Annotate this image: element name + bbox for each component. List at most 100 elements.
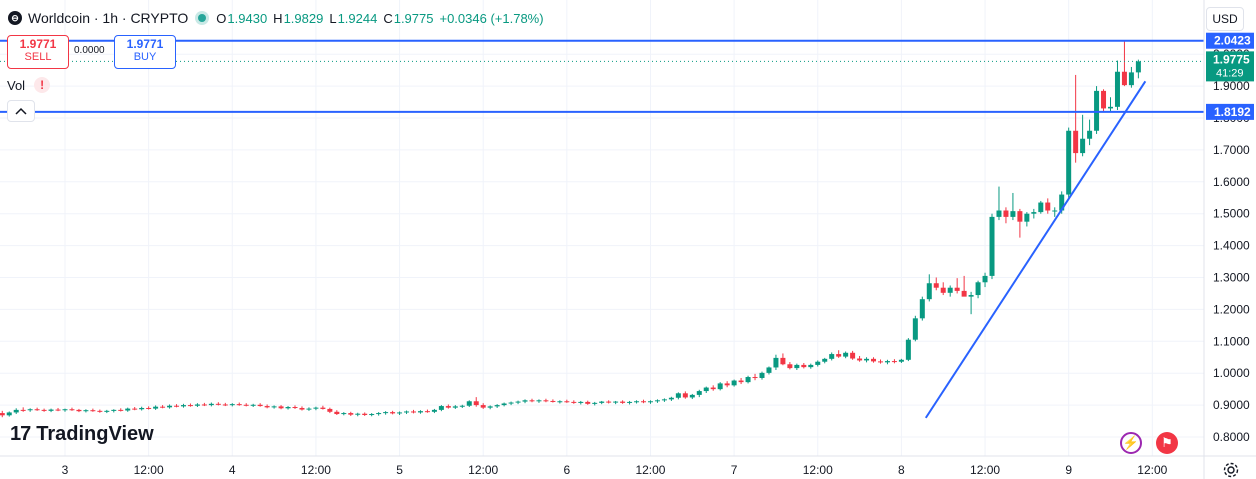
candle-body xyxy=(801,364,807,368)
candle-body xyxy=(919,299,925,319)
candle-body xyxy=(6,412,12,416)
market-status-dot-icon[interactable] xyxy=(198,14,207,22)
volume-label: Vol xyxy=(7,77,26,93)
candle-body xyxy=(641,401,647,403)
candle-body xyxy=(431,409,437,412)
candle-body xyxy=(1003,210,1009,217)
candle-body xyxy=(167,405,173,408)
candle-body xyxy=(606,401,612,403)
us-flag-icon[interactable]: ⚑ xyxy=(1156,432,1178,454)
candle-body xyxy=(76,409,82,412)
currency-selector[interactable]: USD xyxy=(1206,7,1244,31)
candle-body xyxy=(236,404,242,406)
collapse-indicators-button[interactable] xyxy=(7,100,35,122)
candle-body xyxy=(132,408,138,410)
gear-icon[interactable] xyxy=(1222,461,1240,479)
countdown-label: 41:29 xyxy=(1216,67,1244,79)
candle-body xyxy=(515,401,521,403)
price-tick-label: 1.4000 xyxy=(1213,239,1250,253)
candle-body xyxy=(118,409,124,411)
candle-body xyxy=(654,400,660,402)
candle-body xyxy=(536,400,542,402)
lightning-icon[interactable]: ⚡ xyxy=(1120,432,1142,454)
candle-body xyxy=(529,400,535,402)
candle-body xyxy=(174,405,180,407)
candle-body xyxy=(271,406,277,408)
candle-body xyxy=(627,401,633,403)
price-tick-label: 1.6000 xyxy=(1213,175,1250,189)
candle-body xyxy=(857,358,863,361)
time-tick-label: 12:00 xyxy=(803,463,833,477)
candle-body xyxy=(348,413,354,415)
candle-body xyxy=(871,358,877,362)
candle-body xyxy=(564,401,570,403)
candle-body xyxy=(1052,210,1058,212)
time-tick-label: 7 xyxy=(731,463,738,477)
price-tick-label: 1.5000 xyxy=(1213,207,1250,221)
candle-body xyxy=(160,406,166,408)
candle-body xyxy=(299,407,305,410)
candle-body xyxy=(682,393,688,398)
line-price-label-bg xyxy=(1206,32,1254,49)
buy-button[interactable]: 1.9771 BUY xyxy=(114,35,176,69)
candle-body xyxy=(731,380,737,386)
candle-body xyxy=(1128,72,1134,86)
candle-body xyxy=(1121,71,1127,86)
time-tick-label: 3 xyxy=(62,463,69,477)
candle-body xyxy=(1059,194,1065,211)
open-value: 1.9430 xyxy=(227,10,268,26)
sell-button[interactable]: 1.9771 SELL xyxy=(7,35,69,69)
candle-body xyxy=(1017,211,1023,222)
candle-body xyxy=(557,401,563,403)
candle-body xyxy=(675,393,681,398)
tradingview-logo[interactable]: 17 TradingView xyxy=(10,423,154,446)
candle-body xyxy=(703,387,709,392)
candle-body xyxy=(404,411,410,413)
candle-body xyxy=(829,354,835,359)
candle-body xyxy=(933,283,939,288)
candle-body xyxy=(97,410,103,412)
symbol-title[interactable]: Worldcoin · 1h · CRYPTO xyxy=(28,10,189,26)
candle-body xyxy=(69,409,75,411)
buy-label: BUY xyxy=(133,51,157,63)
current-price-label-bg xyxy=(1206,51,1254,82)
candle-body xyxy=(13,409,19,413)
warning-icon[interactable]: ! xyxy=(34,77,51,93)
candle-body xyxy=(522,400,528,402)
candle-body xyxy=(634,401,640,403)
candle-body xyxy=(989,216,995,276)
candle-body xyxy=(794,364,800,369)
candle-body xyxy=(215,403,221,405)
volume-indicator[interactable]: Vol ! xyxy=(7,77,51,93)
candle-body xyxy=(111,409,117,411)
price-tick-label: 1.2000 xyxy=(1213,302,1250,316)
buy-price: 1.9771 xyxy=(126,37,164,51)
high-value: 1.9829 xyxy=(283,10,324,26)
low-label: L xyxy=(329,10,337,26)
price-tick-label: 0.9000 xyxy=(1213,398,1250,412)
candle-body xyxy=(445,406,451,408)
candle-body xyxy=(592,402,598,404)
candle-body xyxy=(27,409,33,411)
candle-body xyxy=(717,383,723,390)
close-value: 1.9775 xyxy=(393,10,434,26)
candle-body xyxy=(599,401,605,403)
close-label: C xyxy=(383,10,393,26)
candle-body xyxy=(397,412,403,414)
candle-body xyxy=(940,287,946,293)
candle-body xyxy=(187,405,193,407)
price-tick-label: 1.3000 xyxy=(1213,271,1250,285)
candle-body xyxy=(1087,130,1093,139)
candle-body xyxy=(550,400,556,402)
candle-body xyxy=(334,411,340,415)
candle-body xyxy=(1038,202,1044,213)
candle-body xyxy=(891,361,897,363)
line-price-label-bg xyxy=(1206,103,1254,120)
candle-body xyxy=(543,400,549,402)
candle-body xyxy=(1045,202,1051,211)
time-tick-label: 12:00 xyxy=(301,463,331,477)
candle-body xyxy=(473,401,479,406)
candle-body xyxy=(815,361,821,365)
candle-body xyxy=(383,412,389,414)
